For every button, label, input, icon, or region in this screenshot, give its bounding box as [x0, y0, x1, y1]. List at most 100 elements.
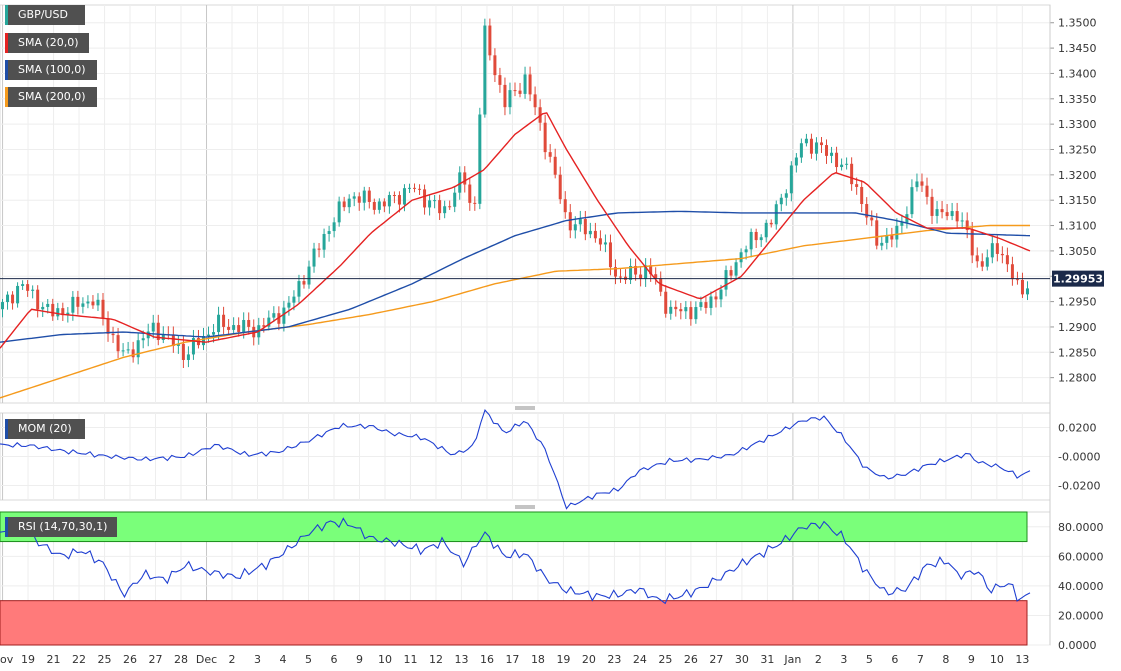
rsi-oversold-zone [0, 600, 1028, 646]
rsi-tick-1: 60.0000 [1058, 550, 1104, 563]
candle-body [613, 267, 617, 277]
candle-body [186, 354, 190, 360]
candle-body [423, 189, 427, 208]
x-tick-34: 5 [866, 653, 873, 666]
x-tick-15: 10 [378, 653, 392, 666]
candle-body [779, 197, 783, 205]
candle-body [548, 152, 552, 157]
price-tick-0: 1.2800 [1058, 372, 1097, 385]
candle-body [448, 206, 452, 208]
candle-body [387, 195, 391, 207]
candle-body [593, 230, 597, 239]
legend-rsi[interactable]: RSI (14,70,30,1) [5, 517, 117, 537]
candle-body [784, 193, 788, 198]
rsi-tick-4: 0.0000 [1058, 639, 1097, 652]
price-tick-1: 1.2850 [1058, 346, 1097, 359]
price-tick-12: 1.3400 [1058, 67, 1097, 80]
candle-body [171, 334, 175, 346]
candle-body [1015, 279, 1019, 281]
candle-body [528, 74, 532, 95]
mom-tick-0: 0.0200 [1058, 422, 1097, 435]
candle-body [121, 350, 125, 352]
candle-body [769, 222, 773, 225]
candle-body [719, 289, 723, 300]
x-tick-27: 26 [684, 653, 698, 666]
candle-body [181, 343, 185, 360]
rsi-line [0, 517, 1031, 605]
candle-body [362, 190, 366, 203]
candle-body [312, 248, 316, 267]
candle-body [262, 325, 266, 327]
candle-body [789, 165, 793, 194]
candle-body [101, 299, 105, 319]
candle-body [71, 296, 75, 313]
candle-body [619, 276, 623, 278]
candle-body [91, 301, 95, 306]
candle-body [578, 219, 582, 225]
candle-body [217, 314, 221, 333]
last-price-text: 1.29953 [1053, 273, 1103, 286]
candle-body [41, 306, 45, 310]
x-tick-2: 21 [47, 653, 61, 666]
candle-body [664, 291, 668, 314]
candle-body [639, 274, 643, 279]
candle-body [237, 325, 241, 332]
candle-body [739, 252, 743, 263]
candle-body [975, 255, 979, 262]
candle-body [402, 188, 406, 205]
candle-body [21, 284, 25, 286]
legend-sma20[interactable]: SMA (20,0) [5, 33, 89, 53]
candle-body [232, 325, 236, 330]
candle-body [227, 326, 231, 330]
candle-body [322, 233, 326, 250]
candle-body [61, 308, 65, 316]
candle-body [126, 349, 130, 351]
candle-body [207, 334, 211, 337]
price-panel [0, 4, 1051, 404]
x-tick-10: 3 [254, 653, 261, 666]
candle-body [885, 235, 889, 243]
x-tick-20: 17 [505, 653, 519, 666]
candle-body [629, 265, 633, 280]
candle-body [413, 187, 417, 189]
candle-body [46, 303, 50, 307]
candle-body [503, 84, 507, 108]
candle-body [508, 90, 512, 108]
candle-body [397, 195, 401, 205]
candle-body [855, 184, 859, 187]
candle-body [709, 296, 713, 308]
candle-body [835, 152, 839, 168]
x-tick-9: 2 [229, 653, 236, 666]
candle-body [1025, 288, 1029, 295]
candle-body [804, 138, 808, 144]
candle-body [483, 25, 487, 115]
candle-body [302, 281, 306, 285]
candle-body [267, 317, 271, 327]
candle-body [880, 242, 884, 246]
sma200-line [0, 224, 1030, 399]
legend-sma100[interactable]: SMA (100,0) [5, 60, 97, 80]
candle-body [955, 211, 959, 222]
x-tick-36: 7 [917, 653, 924, 666]
candle-body [684, 307, 688, 312]
candle-body [106, 318, 110, 334]
legend-gbpusd[interactable]: GBP/USD [5, 5, 85, 25]
candle-body [282, 307, 286, 324]
legend-sma200[interactable]: SMA (200,0) [5, 87, 97, 107]
candle-body [513, 90, 517, 92]
candle-body [332, 222, 336, 232]
candle-body [6, 294, 10, 303]
x-tick-25: 24 [633, 653, 647, 666]
candle-body [583, 219, 587, 235]
x-tick-18: 13 [454, 653, 468, 666]
legend-mom[interactable]: MOM (20) [5, 419, 85, 439]
candle-body [865, 204, 869, 218]
candle-body [603, 242, 607, 245]
x-tick-24: 23 [607, 653, 621, 666]
candle-body [920, 181, 924, 186]
rsi-tick-2: 40.0000 [1058, 580, 1104, 593]
candle-body [980, 261, 984, 267]
candle-body [568, 212, 572, 231]
